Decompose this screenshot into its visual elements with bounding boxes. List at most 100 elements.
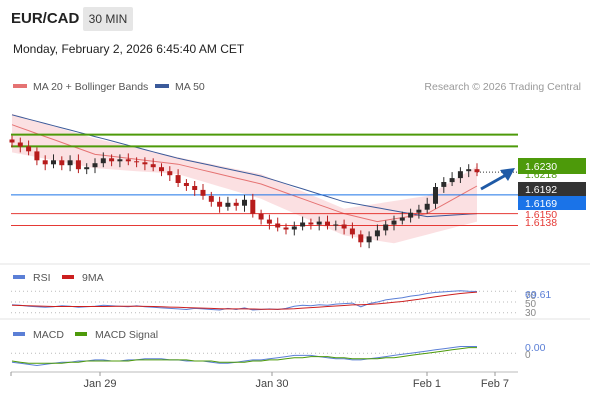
candle-body (26, 146, 32, 152)
candle-body (349, 228, 355, 235)
legend-label-rsi-ma: 9MA (82, 272, 104, 284)
candle-body (308, 222, 314, 225)
candle-body (283, 227, 289, 230)
datetime-label: Monday, February 2, 2026 6:45:40 AM CET (13, 42, 245, 56)
rsi-ma-line (11, 291, 478, 310)
price-legend: MA 20 + Bollinger Bands MA 50 Research ©… (13, 81, 581, 93)
macd-last-value: 0.00 (525, 342, 546, 354)
candle-body (59, 160, 65, 166)
legend-swatch-ma20 (13, 84, 27, 88)
rsi-level-50: 50 (525, 299, 537, 310)
x-tick-label-jan-29: Jan 29 (83, 378, 116, 390)
legend-label-macd: MACD (33, 329, 64, 341)
x-tick-label-jan-30: Jan 30 (255, 378, 288, 390)
candle-body (109, 158, 115, 162)
price-levels (11, 133, 518, 226)
legend-label-macd-signal: MACD Signal (95, 329, 158, 341)
candle-body (333, 224, 339, 226)
candle-body (200, 189, 206, 196)
candlesticks (9, 135, 480, 249)
candle-body (100, 158, 106, 164)
forecast-arrow-shaft (480, 173, 507, 191)
price-level-tags: 1.6218 1.6230 1.6192 1.6150 1.6169 1.613… (518, 158, 586, 229)
x-tick-label-feb-7: Feb 7 (481, 378, 509, 390)
candle-body (142, 162, 148, 165)
macd-legend: MACD MACD Signal (13, 329, 158, 341)
candle-body (258, 213, 264, 220)
candle-body (316, 221, 322, 225)
legend-swatch-rsi (13, 275, 25, 279)
macd-panel (11, 346, 518, 367)
candle-body (325, 221, 330, 226)
candle-body (150, 164, 156, 168)
candle-body (383, 224, 389, 231)
candle-body (358, 234, 364, 243)
level-tag-1-6230: 1.6230 (525, 161, 557, 173)
candle-body (250, 199, 256, 214)
candle-body (300, 222, 306, 227)
candle-body (217, 201, 223, 207)
ma20-line (11, 124, 478, 223)
macd-scale: 0 0.00 (525, 342, 546, 361)
candle-body (399, 217, 405, 221)
timeframe-badge[interactable]: 30 MIN (83, 7, 133, 31)
candle-body (391, 220, 397, 225)
level-tag-1-6138: 1.6138 (525, 217, 557, 229)
symbol-title: EUR/CAD (11, 10, 80, 27)
candle-body (159, 167, 164, 172)
rsi-level-30: 30 (525, 308, 537, 319)
rsi-scale: 70 50 30 69.61 (525, 289, 551, 319)
legend-label-ma20: MA 20 + Bollinger Bands (33, 81, 148, 93)
candle-body (67, 160, 73, 166)
rsi-last-value: 69.61 (525, 289, 551, 301)
candle-body (208, 195, 214, 202)
legend-swatch-ma50 (155, 84, 169, 88)
candle-body (433, 187, 438, 204)
level-tag-1-6169-bg (518, 196, 586, 210)
candle-body (175, 175, 181, 183)
candle-body (192, 186, 198, 190)
candle-body (225, 202, 231, 207)
x-tick-label-feb-1: Feb 1 (413, 378, 441, 390)
candle-body (9, 139, 15, 143)
candle-body (374, 230, 380, 237)
level-tag-1-6192-bg (518, 182, 586, 196)
candle-body (125, 159, 131, 162)
forecast-arrow-head (500, 168, 515, 181)
candle-body (242, 199, 247, 206)
rsi-panel (11, 290, 518, 314)
candle-body (34, 151, 40, 161)
candle-body (134, 161, 140, 163)
candle-body (457, 171, 463, 179)
legend-label-rsi: RSI (33, 272, 51, 284)
level-tag-1-6150: 1.6150 (525, 209, 557, 221)
candle-body (17, 142, 23, 147)
candle-body (408, 212, 414, 218)
candle-body (449, 178, 455, 183)
macd-signal-line (11, 347, 477, 364)
rsi-legend: RSI 9MA (13, 272, 104, 284)
research-credit: Research © 2026 Trading Central (424, 81, 581, 93)
candle-body (275, 223, 281, 228)
rsi-level-70: 70 (525, 291, 537, 302)
x-axis: Jan 29 Jan 30 Feb 1 Feb 7 (10, 372, 509, 390)
candle-body (424, 203, 430, 210)
candle-body (51, 160, 56, 165)
candle-body (92, 163, 98, 168)
candle-body (441, 182, 447, 187)
candle-body (266, 219, 272, 224)
candle-body (183, 183, 189, 186)
candle-body (233, 202, 239, 206)
candle-body (167, 171, 173, 176)
candle-body (474, 169, 480, 173)
candle-body (416, 209, 422, 213)
candle-body (291, 226, 297, 230)
legend-label-ma50: MA 50 (175, 81, 205, 93)
level-tag-1-6169: 1.6169 (525, 198, 557, 210)
level-tag-1-6192: 1.6192 (525, 184, 557, 196)
candle-body (42, 160, 48, 165)
macd-level-0: 0 (525, 350, 531, 361)
legend-swatch-macd-signal (75, 332, 87, 336)
candle-body (75, 160, 81, 170)
candle-body (466, 169, 472, 172)
